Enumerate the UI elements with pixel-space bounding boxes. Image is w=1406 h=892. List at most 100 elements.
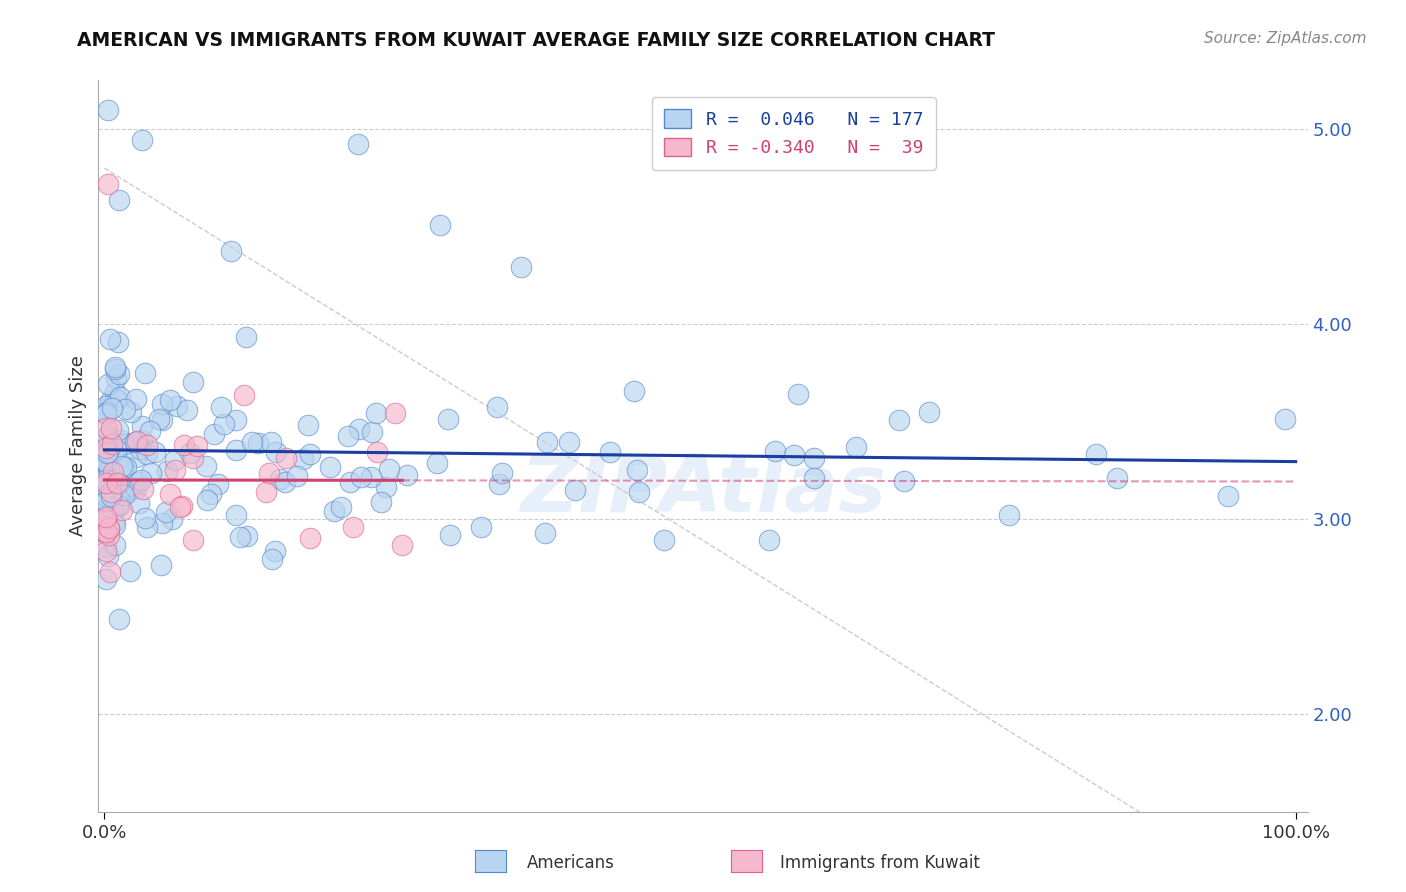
Point <box>98 521 121 535</box>
Point <box>209 401 232 415</box>
Point <box>134 366 156 380</box>
Point <box>783 448 806 462</box>
Point <box>491 467 513 481</box>
Point <box>96 429 118 443</box>
Point <box>336 428 359 442</box>
Point <box>366 406 388 420</box>
Point <box>557 435 579 450</box>
Point <box>97 520 120 534</box>
Point <box>104 442 127 456</box>
Point <box>94 509 117 524</box>
Point <box>94 442 117 456</box>
Point <box>97 444 120 458</box>
Point <box>564 483 586 497</box>
Point <box>195 493 218 508</box>
Point <box>803 471 825 485</box>
Point <box>94 525 117 540</box>
Point <box>94 402 117 417</box>
Point <box>94 572 117 586</box>
Point <box>107 498 129 512</box>
Point <box>100 489 122 503</box>
Point <box>94 405 117 419</box>
Point <box>139 466 162 480</box>
Point <box>96 485 118 500</box>
Point <box>98 527 121 541</box>
Point <box>94 544 117 558</box>
Point <box>225 413 247 427</box>
Point <box>94 513 117 527</box>
Text: ZIPAtlas: ZIPAtlas <box>520 450 886 529</box>
Point <box>104 359 127 374</box>
Point <box>426 456 449 470</box>
Text: AMERICAN VS IMMIGRANTS FROM KUWAIT AVERAGE FAMILY SIZE CORRELATION CHART: AMERICAN VS IMMIGRANTS FROM KUWAIT AVERA… <box>77 31 995 50</box>
Point <box>94 433 117 447</box>
Point <box>160 512 183 526</box>
Point <box>127 475 149 489</box>
Point <box>104 518 127 533</box>
Point <box>101 445 124 459</box>
Point <box>623 384 645 398</box>
Point <box>488 477 510 491</box>
Point <box>163 452 186 467</box>
Point <box>159 486 181 500</box>
Point <box>266 445 288 459</box>
Point <box>94 437 117 451</box>
Point <box>101 401 124 415</box>
Point <box>112 487 135 501</box>
Point <box>97 483 120 497</box>
Point <box>350 470 373 484</box>
Point <box>236 529 259 543</box>
Point <box>787 386 810 401</box>
Point <box>101 502 124 516</box>
Point <box>129 442 152 456</box>
Point <box>105 371 128 385</box>
Point <box>94 470 117 484</box>
Point <box>225 442 247 457</box>
Point <box>96 541 118 555</box>
Point <box>120 405 142 419</box>
Text: Immigrants from Kuwait: Immigrants from Kuwait <box>780 854 980 871</box>
Point <box>391 538 413 552</box>
Point <box>145 445 167 459</box>
Point <box>97 521 120 535</box>
Point <box>118 565 141 579</box>
Point <box>105 392 128 407</box>
Point <box>269 472 291 486</box>
Point <box>1107 471 1129 485</box>
Point <box>129 474 152 488</box>
Point <box>94 456 117 470</box>
Point <box>125 482 148 496</box>
Point <box>194 459 217 474</box>
Point <box>181 450 204 465</box>
Point <box>108 193 131 207</box>
Point <box>97 377 120 392</box>
Point <box>134 511 156 525</box>
Point <box>370 495 392 509</box>
Point <box>150 516 173 530</box>
Point <box>100 473 122 487</box>
Point <box>845 440 868 454</box>
Point <box>155 505 177 519</box>
Point <box>112 460 135 475</box>
Point <box>225 508 247 522</box>
Point <box>298 531 321 545</box>
Point <box>366 445 388 459</box>
Point <box>98 565 121 579</box>
Point <box>437 411 460 425</box>
Point <box>97 549 120 564</box>
Point <box>103 465 125 479</box>
Point <box>108 475 131 490</box>
Point <box>97 507 120 521</box>
Point <box>384 406 406 420</box>
Point <box>470 519 492 533</box>
Point <box>347 422 370 436</box>
Point <box>103 516 125 530</box>
Point <box>110 434 132 448</box>
Point <box>339 475 361 489</box>
Point <box>429 218 451 232</box>
Point <box>260 434 283 449</box>
Point <box>104 362 127 376</box>
Point <box>94 473 117 487</box>
Point <box>108 612 131 626</box>
Point <box>628 485 651 500</box>
